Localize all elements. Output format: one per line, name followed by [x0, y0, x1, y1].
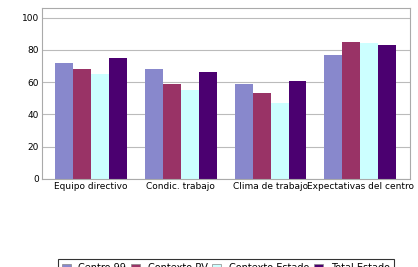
Bar: [288, 81, 306, 179]
Bar: [109, 58, 127, 179]
Bar: [342, 42, 360, 179]
Bar: [234, 84, 252, 179]
Bar: [199, 73, 217, 179]
Bar: [270, 103, 288, 179]
Bar: [378, 45, 396, 179]
Bar: [73, 69, 91, 179]
Bar: [55, 63, 73, 179]
Bar: [91, 74, 109, 179]
Bar: [324, 55, 342, 179]
Bar: [145, 69, 163, 179]
Bar: [163, 84, 181, 179]
Legend: Centro 99, Contexto PV, Contexto Estado, Total Estado: Centro 99, Contexto PV, Contexto Estado,…: [58, 259, 393, 267]
Bar: [252, 93, 270, 179]
Bar: [181, 90, 199, 179]
Bar: [360, 44, 378, 179]
